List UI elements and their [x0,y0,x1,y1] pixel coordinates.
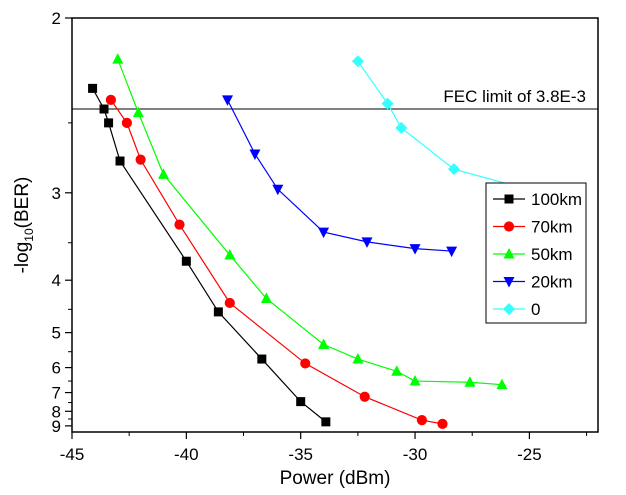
series-50km [112,53,508,390]
data-marker [115,156,125,166]
fec-limit-label: FEC limit of 3.8E-3 [443,87,586,106]
y-tick-label: 8 [52,402,61,421]
data-marker [99,104,109,114]
x-tick-label: -35 [288,445,313,464]
data-marker [318,227,330,239]
data-marker [157,168,169,179]
legend-entry-70km: 70km [493,218,573,237]
data-marker [391,365,403,376]
data-marker [447,163,460,176]
data-marker [503,277,515,288]
legend-label: 0 [531,300,540,319]
y-tick-label: 9 [52,417,61,436]
legend-label: 70km [531,218,573,237]
data-marker [222,95,234,106]
series-group [88,53,568,429]
data-marker [257,354,267,364]
data-marker [504,194,514,204]
y-axis-label: -log10(BER) [12,177,36,274]
data-marker [213,307,223,317]
data-marker [296,397,306,407]
data-marker [395,121,408,134]
data-marker [135,154,146,165]
fec-limit-group: FEC limit of 3.8E-3 [72,87,598,110]
legend-box [485,182,587,324]
x-axis-label: Power (dBm) [280,468,391,489]
y-tick-label: 3 [52,184,61,203]
data-marker [446,246,458,258]
data-marker [88,83,98,93]
data-marker [359,391,370,402]
data-marker [121,117,132,128]
data-marker [132,106,144,118]
y-tick-label: 4 [52,271,61,290]
y-tick-label: 6 [52,359,61,378]
y-axis-label-sub: 10 [22,228,36,242]
data-marker [105,94,116,105]
legend-entry-0: 0 [493,300,540,319]
y-tick-labels: 2 3 4 5 6 789 [52,9,61,436]
legend-entry-100km: 100km [493,190,582,209]
y-axis-label-tail: (BER) [12,177,33,229]
legend: 100km 70km 50km 20km 0 [485,182,587,324]
y-axis-label-main: -log [12,242,33,274]
x-tick-label: -40 [174,445,199,464]
data-marker [174,219,185,230]
data-marker [224,297,235,309]
x-tick-labels: -45 -40 -35 -30 -25 [60,445,542,464]
legend-label: 50km [531,245,573,264]
data-marker [260,292,272,303]
series-100km [88,83,331,427]
legend-label: 20km [531,273,573,292]
data-marker [503,221,515,232]
legend-entry-50km: 50km [493,245,573,264]
data-marker [496,378,508,390]
data-marker [352,353,364,364]
x-tick-label: -45 [60,445,85,464]
data-marker [464,376,476,387]
data-marker [300,358,311,369]
data-marker [224,249,236,260]
data-marker [361,237,373,248]
series-70km [105,94,448,429]
data-marker [321,417,331,427]
x-tick-label: -25 [517,445,542,464]
legend-label: 100km [531,190,582,209]
data-marker [409,375,421,386]
data-marker [416,415,428,426]
data-marker [503,303,515,315]
y-tick-label: 7 [52,384,61,403]
x-tick-label: -30 [403,445,428,464]
data-marker [409,244,421,255]
axis-ticks [65,17,588,439]
data-marker [351,55,364,68]
data-marker [318,338,330,350]
y-tick-label: 2 [52,9,61,28]
data-marker [112,53,124,64]
series-20km [222,95,458,258]
data-marker [181,256,191,266]
legend-entry-20km: 20km [493,273,573,292]
data-marker [104,118,114,128]
data-marker [381,97,394,110]
data-marker [272,184,284,196]
y-tick-label: 5 [52,324,61,343]
data-marker [437,418,448,429]
data-marker [249,149,261,160]
data-marker [503,248,515,259]
